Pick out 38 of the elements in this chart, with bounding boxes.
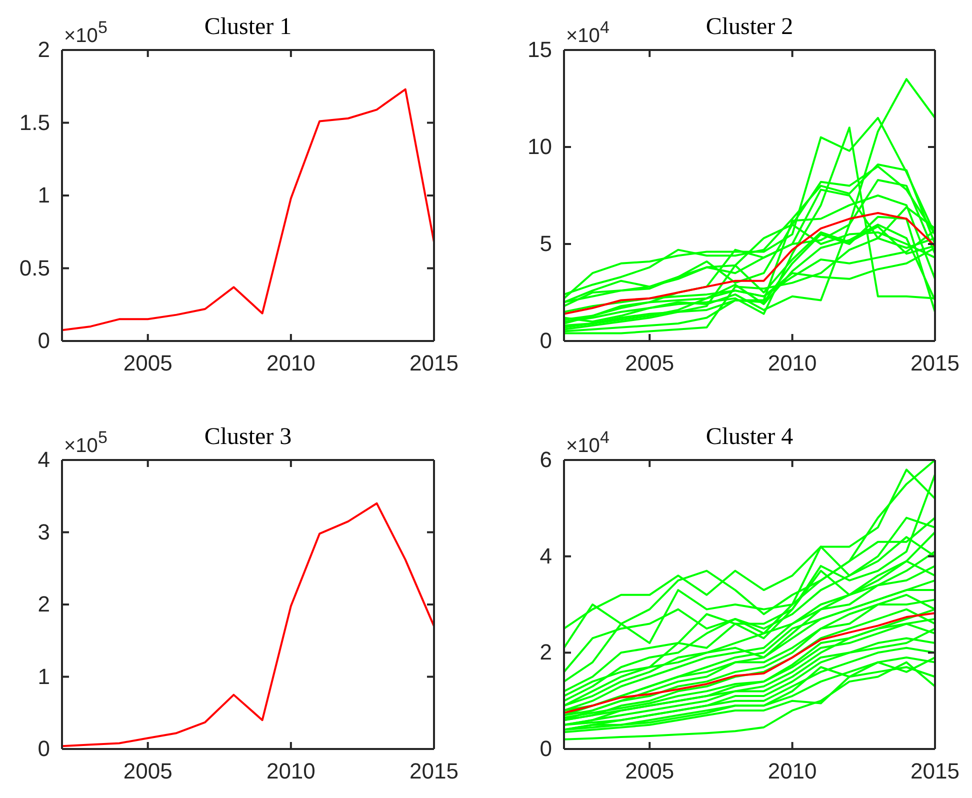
y-tick-label: 0.5: [19, 255, 50, 280]
y-tick-label: 1: [38, 182, 50, 208]
chart-title: Cluster 1: [204, 14, 292, 40]
text: ×10$^{4}$: [566, 428, 610, 457]
y-tick-label: 4: [38, 447, 50, 472]
x-tick-label: 2005: [123, 350, 172, 376]
x-tick-label: 2010: [266, 758, 316, 784]
x-tick-label: 2005: [625, 758, 674, 784]
text: ×10$^{5}$: [64, 18, 108, 47]
x-tick-label: 2015: [910, 350, 960, 376]
x-tick-label: 2005: [625, 350, 674, 376]
y-tick-label: 4: [540, 543, 552, 568]
x-tick-label: 2010: [266, 350, 316, 376]
y-tick-label: 2: [540, 640, 552, 665]
y-tick-label: 1: [38, 664, 50, 689]
chart-title: Cluster 2: [706, 14, 794, 40]
y-tick-label: 0: [38, 328, 50, 354]
y-tick-label: 6: [540, 447, 552, 472]
y-tick-label: 0: [540, 736, 552, 762]
y-tick-label: 5: [540, 231, 552, 256]
y-tick-label: 3: [38, 519, 50, 544]
x-tick-label: 2010: [768, 758, 817, 784]
x-tick-label: 2015: [410, 758, 458, 784]
y-tick-label: 15: [528, 37, 552, 62]
x-tick-label: 2010: [768, 350, 817, 376]
y-tick-label: 2: [38, 592, 50, 617]
y-tick-label: 0: [38, 736, 50, 762]
chart-title: Cluster 4: [706, 424, 794, 450]
y-tick-label: 1.5: [19, 110, 50, 135]
text: ×10$^{5}$: [64, 428, 108, 457]
text: ×10$^{4}$: [566, 18, 610, 47]
y-tick-label: 2: [38, 37, 50, 62]
x-tick-label: 2015: [410, 350, 458, 376]
y-tick-label: 0: [540, 328, 552, 354]
x-tick-label: 2005: [123, 758, 172, 784]
y-tick-label: 10: [528, 134, 552, 160]
x-tick-label: 2015: [910, 758, 960, 784]
chart-title: Cluster 3: [204, 424, 292, 450]
